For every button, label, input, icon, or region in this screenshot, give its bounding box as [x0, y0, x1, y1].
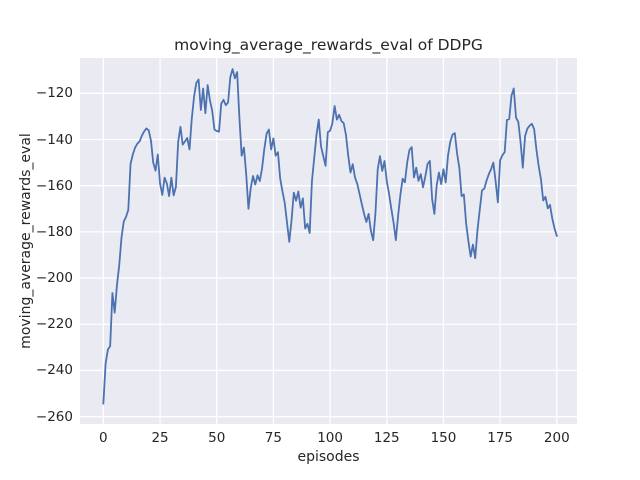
x-tick-label: 100 [317, 430, 343, 446]
y-tick-label: −200 [35, 270, 73, 287]
x-tick-label: 175 [487, 430, 514, 446]
x-tick-label: 125 [373, 430, 400, 446]
x-tick-label: 200 [543, 430, 570, 446]
x-tick-label: 75 [264, 430, 282, 446]
y-tick-label: −160 [35, 177, 73, 194]
x-tick-label: 150 [430, 430, 457, 446]
plot-area [80, 58, 577, 424]
y-tick-label: −140 [35, 131, 73, 148]
x-tick-label: 0 [99, 430, 108, 446]
x-tick-label: 50 [208, 430, 226, 446]
x-axis-label: episodes [297, 449, 360, 465]
y-tick-label: −260 [35, 408, 73, 425]
y-tick-label: −240 [35, 362, 73, 379]
x-tick-label: 25 [151, 430, 169, 446]
y-tick-label: −220 [35, 316, 73, 333]
y-tick-label: −180 [35, 223, 73, 240]
reward-line [102, 68, 558, 405]
y-tick-label: −120 [35, 85, 73, 102]
chart-title: moving_average_rewards_eval of DDPG [174, 36, 483, 54]
